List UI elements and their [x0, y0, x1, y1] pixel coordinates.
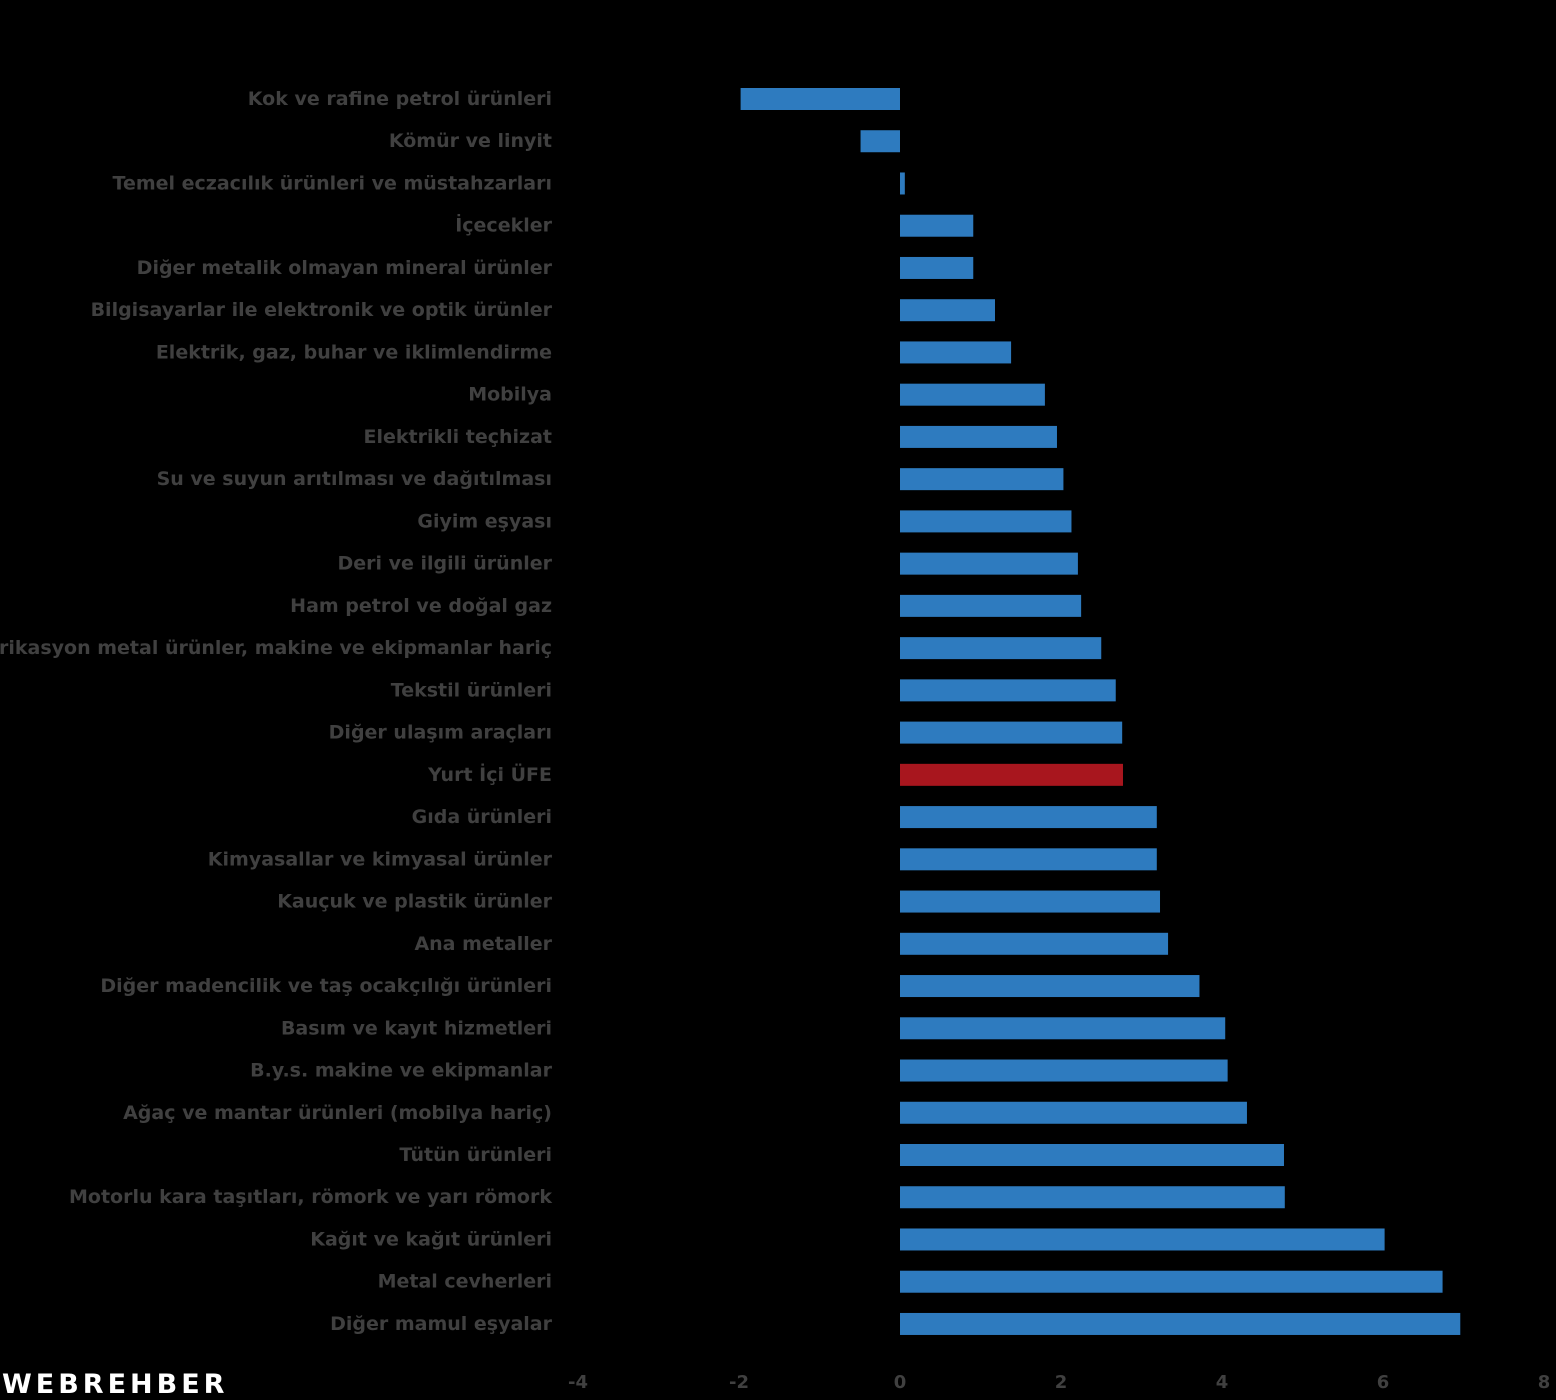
category-label-3: İçecekler	[455, 213, 552, 237]
bar-28	[900, 1270, 1443, 1293]
category-label-2: Temel eczacılık ürünleri ve müstahzarlar…	[113, 172, 552, 194]
category-label-22: Basım ve kayıt hizmetleri	[281, 1017, 552, 1039]
x-tick-label-4: 4	[1216, 1372, 1229, 1393]
category-label-20: Ana metaller	[414, 933, 552, 955]
bar-9	[900, 468, 1064, 491]
x-tick-label-0: -4	[568, 1372, 588, 1393]
bar-3	[900, 214, 974, 237]
bar-18	[900, 848, 1157, 871]
bar-13	[900, 637, 1102, 660]
bar-0	[740, 88, 900, 110]
category-label-16: Yurt İçi ÜFE	[427, 762, 552, 786]
category-label-25: Tütün ürünleri	[399, 1144, 552, 1166]
bar-1	[860, 130, 900, 153]
category-label-29: Diğer mamul eşyalar	[330, 1313, 553, 1335]
x-axis-tick-labels-group: -4 -2 0 2 4 6 8	[568, 1372, 1550, 1393]
category-label-5: Bilgisayarlar ile elektronik ve optik ür…	[91, 299, 553, 321]
bar-5	[900, 299, 995, 322]
category-label-24: Ağaç ve mantar ürünleri (mobilya hariç)	[123, 1102, 552, 1124]
x-tick-label-1: -2	[729, 1372, 749, 1393]
category-label-12: Ham petrol ve doğal gaz	[290, 595, 552, 617]
bar-16	[900, 763, 1123, 786]
bar-11	[900, 552, 1078, 575]
bar-2	[900, 172, 905, 195]
category-label-28: Metal cevherleri	[378, 1271, 552, 1293]
bar-15	[900, 721, 1123, 744]
bar-19	[900, 890, 1161, 913]
category-label-4: Diğer metalik olmayan mineral ürünler	[137, 257, 553, 279]
category-label-27: Kağıt ve kağıt ürünleri	[310, 1228, 552, 1250]
category-labels-group: Kok ve rafine petrol ürünleri Kömür ve li…	[0, 88, 553, 1335]
bar-25	[900, 1144, 1284, 1166]
bar-12	[900, 594, 1082, 617]
bar-6	[900, 341, 1012, 364]
category-label-15: Diğer ulaşım araçları	[329, 722, 552, 744]
category-label-18: Kimyasallar ve kimyasal ürünler	[208, 848, 553, 870]
x-tick-label-3: 2	[1055, 1372, 1068, 1393]
bar-27	[900, 1228, 1385, 1251]
category-label-19: Kauçuk ve plastik ürünler	[277, 891, 552, 913]
bar-22	[900, 1017, 1226, 1040]
bar-20	[900, 932, 1169, 955]
category-label-13: Fabrikasyon metal ürünler, makine ve eki…	[0, 637, 552, 659]
category-label-0: Kok ve rafine petrol ürünleri	[248, 88, 552, 110]
bar-4	[900, 256, 974, 279]
bar-7	[900, 383, 1045, 406]
category-label-11: Deri ve ilgili ürünler	[337, 553, 552, 575]
bar-21	[900, 975, 1200, 998]
bar-14	[900, 679, 1116, 702]
bar-8	[900, 425, 1057, 448]
bar-17	[900, 806, 1157, 829]
category-label-1: Kömür ve linyit	[389, 130, 552, 152]
bars-group	[740, 88, 1461, 1335]
bar-10	[900, 510, 1072, 533]
x-tick-label-2: 0	[894, 1372, 907, 1393]
category-label-23: B.y.s. makine ve ekipmanlar	[250, 1060, 552, 1082]
category-label-7: Mobilya	[468, 384, 552, 406]
x-tick-label-6: 8	[1538, 1372, 1551, 1393]
category-label-10: Giyim eşyası	[417, 510, 552, 532]
x-tick-label-5: 6	[1377, 1372, 1390, 1393]
category-label-26: Motorlu kara taşıtları, römork ve yarı r…	[69, 1186, 552, 1208]
category-label-17: Gıda ürünleri	[412, 806, 552, 828]
category-label-14: Tekstil ürünleri	[391, 679, 552, 701]
bar-29	[900, 1312, 1461, 1335]
bar-24	[900, 1101, 1247, 1124]
category-label-21: Diğer madencilik ve taş ocakçılığı ürünl…	[100, 975, 552, 997]
bar-23	[900, 1059, 1228, 1082]
bar-26	[900, 1186, 1285, 1209]
watermark-logo: WEBREHBER	[2, 1369, 229, 1400]
category-label-6: Elektrik, gaz, buhar ve iklimlendirme	[156, 341, 552, 363]
category-label-9: Su ve suyun arıtılması ve dağıtılması	[157, 468, 552, 490]
category-label-8: Elektrikli teçhizat	[364, 426, 553, 448]
